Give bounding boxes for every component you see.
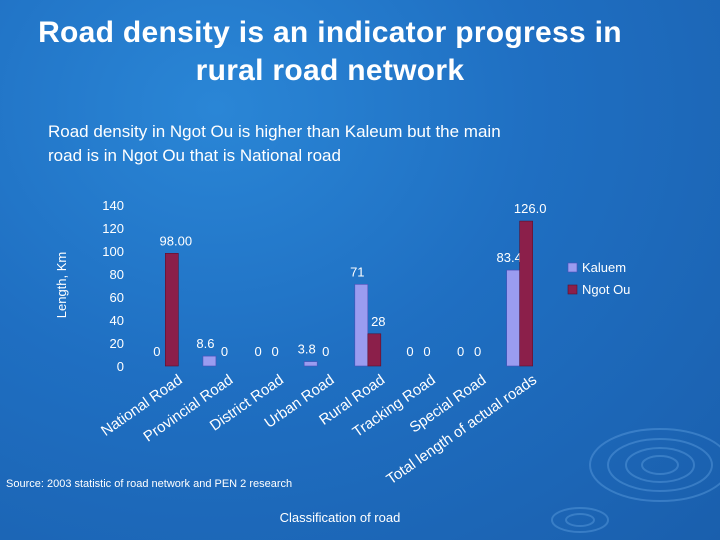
y-tick-label: 20 [110,336,124,351]
legend-label: Kaluem [582,260,626,275]
source-note: Source: 2003 statistic of road network a… [6,478,293,490]
bar-ngot-ou [165,253,179,367]
legend-swatch [567,262,578,273]
category-label: Provincial Road [140,371,236,445]
data-label: 0 [423,344,430,359]
legend-swatch [567,284,578,295]
data-label: 0 [254,344,261,359]
bar-kaluem [202,355,217,367]
y-axis-title: Length, Km [54,252,69,319]
data-label: 28 [371,314,385,329]
y-tick-label: 60 [110,290,124,305]
bar-ngot-ou [367,333,382,367]
data-label: 3.8 [298,342,316,357]
title-line-2: rural road network [195,54,465,87]
data-label: 0 [474,344,481,359]
data-label: 0 [322,344,329,359]
data-label: 126.0 [514,201,547,216]
data-label: 0 [271,344,278,359]
y-tick-label: 120 [102,221,124,236]
y-tick-label: 40 [110,313,124,328]
data-label: 71 [350,264,364,279]
x-axis-title: Classification of road [280,510,401,525]
water-ripple-decoration [551,428,720,533]
y-tick-label: 0 [117,359,124,374]
title-line-1: Road density is an indicator progress in [38,16,622,49]
data-label: 0 [457,344,464,359]
bar-kaluem [303,361,318,367]
bar-ngot-ou [519,220,533,367]
bar-kaluem [354,284,369,367]
legend-label: Ngot Ou [582,282,630,297]
subtitle-line-1: Road density in Ngot Ou is higher than K… [48,122,501,141]
slide-title: Road density is an indicator progress in… [0,14,660,90]
data-label: 98.00 [160,233,193,248]
slide-subtitle: Road density in Ngot Ou is higher than K… [48,120,608,168]
y-tick-label: 140 [102,198,124,213]
data-label: 83.4 [497,250,522,265]
data-label: 0 [153,344,160,359]
data-label: 0 [406,344,413,359]
y-tick-label: 100 [102,244,124,259]
data-label: 0 [221,344,228,359]
bar-kaluem [506,269,520,367]
subtitle-line-2: road is in Ngot Ou that is National road [48,146,341,165]
data-label: 8.6 [196,336,214,351]
y-tick-label: 80 [110,267,124,282]
